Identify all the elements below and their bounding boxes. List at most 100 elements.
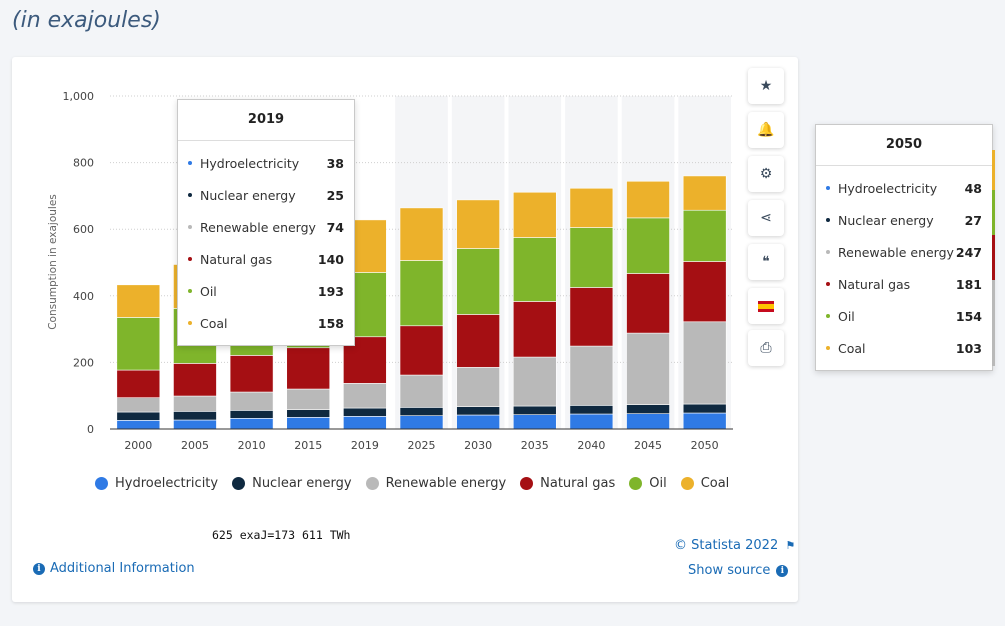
tooltip-label: Hydroelectricity [200, 155, 300, 171]
print-icon: ⎙ [760, 340, 772, 356]
bar-segment [512, 414, 557, 430]
tooltip-2019: 2019 Hydroelectricity 38 Nuclear energy 25 Re… [177, 99, 355, 346]
bar-segment [626, 332, 670, 405]
info-icon: i [33, 562, 45, 575]
tooltip-edge-strip [992, 190, 995, 235]
bar-segment [626, 413, 670, 430]
bar-segment [569, 287, 614, 347]
bar-segment [626, 180, 670, 219]
legend-label: Hydroelectricity [115, 476, 219, 491]
quote-icon: ❝ [762, 254, 770, 270]
gear-button[interactable]: ⚙ [748, 156, 784, 192]
tooltip-value: 193 [317, 283, 344, 299]
bar-segment [116, 369, 161, 398]
tooltip-bullet [826, 218, 830, 222]
tooltip-bullet [826, 346, 830, 350]
flag-spain-button[interactable] [748, 288, 784, 324]
x-tick-label: 2005 [181, 439, 209, 452]
bar-segment [456, 314, 500, 368]
share-button[interactable]: ⋖ [748, 200, 784, 236]
bar-segment [456, 414, 500, 430]
bar-segment [399, 325, 444, 376]
y-axis-title: Consumption in exajoules [47, 194, 59, 330]
tooltip-label: Natural gas [838, 276, 911, 292]
tooltip-row: Oil 154 [816, 300, 992, 332]
bar-segment [682, 321, 727, 405]
tooltip-bullet [188, 161, 192, 165]
bar-segment [569, 187, 614, 228]
tooltip-label: Oil [200, 283, 217, 299]
legend-swatch [520, 477, 534, 490]
bar-segment [173, 395, 217, 412]
star-button[interactable]: ★ [748, 68, 784, 104]
tooltip-year: 2050 [816, 125, 992, 166]
x-tick-label: 2019 [351, 439, 379, 452]
y-tick-label: 1,000 [63, 90, 95, 103]
tooltip-label: Coal [838, 340, 866, 356]
tooltip-row: Coal 103 [816, 332, 992, 364]
copyright-text: © Statista 2022 [674, 538, 779, 553]
bell-button[interactable]: 🔔 [748, 112, 784, 148]
conversion-note: 625 exaJ=173 611 TWh [212, 528, 351, 542]
x-tick-label: 2010 [238, 439, 266, 452]
tooltip-label: Renewable energy [838, 244, 954, 260]
flag-icon: ⚑ [785, 539, 796, 552]
legend-item[interactable]: Oil [629, 476, 667, 491]
additional-information-label: Additional Information [50, 561, 195, 576]
tooltip-value: 38 [326, 155, 344, 171]
bar-segment [682, 261, 727, 323]
legend-label: Renewable energy [385, 476, 507, 491]
bar-segment [626, 404, 670, 414]
bar-segment [343, 416, 387, 430]
bar-segment [116, 411, 161, 421]
legend-swatch [365, 477, 379, 490]
bar-segment [116, 284, 161, 318]
bar-segment [512, 405, 557, 415]
tooltip-label: Hydroelectricity [838, 180, 938, 196]
bar-segment [682, 412, 727, 430]
tooltip-row: Renewable energy 74 [178, 211, 354, 243]
bar-segment [569, 345, 614, 406]
tooltip-edge-strip [992, 235, 995, 280]
statista-copyright[interactable]: © Statista 2022 ⚑ [674, 538, 795, 553]
tooltip-value: 140 [317, 251, 344, 267]
x-tick-label: 2050 [691, 439, 719, 452]
legend-label: Oil [649, 476, 667, 491]
print-button[interactable]: ⎙ [748, 330, 784, 366]
tooltip-row: Oil 193 [178, 275, 354, 307]
tooltip-label: Coal [200, 315, 228, 331]
tooltip-label: Nuclear energy [838, 212, 934, 228]
tooltip-edge-strip [992, 150, 995, 190]
legend-item[interactable]: Coal [680, 476, 729, 491]
bar-segment [456, 367, 500, 407]
additional-information-link[interactable]: i Additional Information [33, 561, 195, 576]
legend-item[interactable]: Nuclear energy [232, 476, 352, 491]
tooltip-year: 2019 [178, 100, 354, 141]
x-tick-label: 2035 [521, 439, 549, 452]
legend-item[interactable]: Hydroelectricity [95, 476, 218, 491]
tooltip-row: Natural gas 181 [816, 268, 992, 300]
tooltip-bullet [188, 193, 192, 197]
tooltip-label: Nuclear energy [200, 187, 296, 203]
bar-segment [343, 383, 387, 409]
quote-button[interactable]: ❝ [748, 244, 784, 280]
star-icon: ★ [759, 78, 773, 94]
legend-item[interactable]: Renewable energy [365, 476, 507, 491]
legend-item[interactable]: Natural gas [520, 476, 615, 491]
tooltip-value: 158 [317, 315, 344, 331]
info-icon: i [776, 564, 789, 577]
flag-spain-icon [758, 300, 774, 312]
x-tick-label: 2045 [634, 439, 662, 452]
y-tick-label: 600 [73, 223, 94, 236]
bar-segment [229, 410, 274, 419]
gear-icon: ⚙ [759, 166, 773, 182]
tooltip-bullet [826, 282, 830, 286]
show-source-link[interactable]: Show source i [688, 563, 789, 578]
tooltip-row: Hydroelectricity 48 [816, 172, 992, 204]
legend-swatch [232, 477, 246, 490]
tooltip-row: Hydroelectricity 38 [178, 147, 354, 179]
tooltip-bullet [826, 250, 830, 254]
tooltip-value: 25 [326, 187, 344, 203]
bar-segment [569, 227, 614, 288]
legend-swatch [629, 477, 643, 490]
